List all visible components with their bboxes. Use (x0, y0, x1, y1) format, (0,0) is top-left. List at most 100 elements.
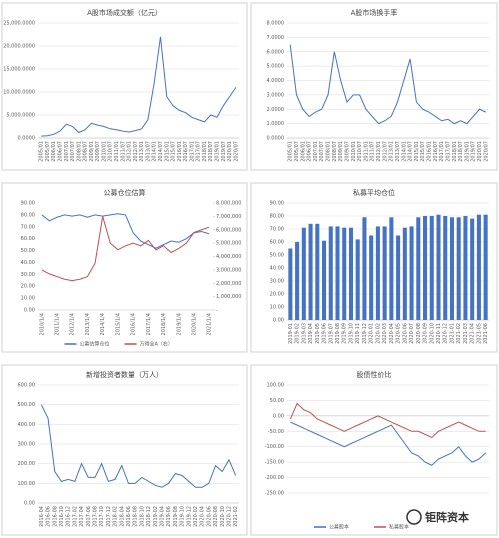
x-tick-label: 2019-11 (355, 323, 361, 344)
x-tick-label: 2008/01 (76, 141, 82, 162)
bar (362, 217, 367, 320)
x-tick-label: 2018-08 (133, 506, 139, 527)
x-tick-label: 2019-10 (180, 506, 186, 527)
y2-tick-label: 4,000,000 (216, 254, 241, 260)
x-tick-label: 2006/07 (307, 141, 313, 162)
y-tick-label: 5,000.0000 (6, 113, 35, 119)
x-tick-label: 2019-01 (288, 323, 294, 344)
bar (301, 227, 306, 320)
x-tick-label: 2018-06 (126, 506, 132, 527)
y-tick-label: 20,000.0000 (3, 44, 35, 50)
x-tick-label: 2016-08 (52, 506, 58, 527)
y-tick-label: 0.00 (273, 413, 284, 419)
x-tick-label: 2021-06 (483, 323, 489, 344)
x-tick-label: 2012/1/4 (70, 313, 76, 335)
y-tick-label: 0.0000 (267, 136, 285, 142)
chart-title: A股市场成交额（亿元） (87, 8, 162, 17)
y2-tick-label: 1,000,000 (216, 294, 241, 300)
x-tick-label: 2019-07 (328, 323, 334, 344)
x-tick-label: 2018-04 (119, 506, 125, 527)
x-tick-label: 2020-08 (416, 323, 422, 344)
y2-tick-label: 8,000,000 (216, 201, 241, 207)
y-tick-label: 500.00 (18, 402, 36, 408)
y-tick-label: 7.0000 (267, 35, 285, 41)
x-tick-label: 2012/01 (127, 141, 133, 162)
bar (328, 226, 333, 320)
y-tick-label: 0.00 (24, 501, 35, 507)
panel-border (250, 2, 498, 171)
x-tick-label: 2009/07 (344, 141, 350, 162)
x-tick-label: 2008/07 (83, 141, 89, 162)
x-tick-label: 2020-10 (220, 506, 226, 527)
x-tick-label: 2008/07 (332, 141, 338, 162)
bar (382, 226, 387, 320)
y-tick-label: 40.00 (21, 260, 35, 266)
x-tick-label: 2016/01 (177, 141, 183, 162)
chart-panel: 股债性价比 -250.00 -200.00 -150.00 -100.00 -50.00 0… (250, 364, 498, 536)
x-tick-label: 2017-12 (106, 506, 112, 527)
x-tick-label: 2012/07 (382, 141, 388, 162)
x-tick-label: 2019-12 (362, 323, 368, 344)
y-tick-label: 400.00 (18, 422, 36, 428)
x-tick-label: 2019-03 (301, 323, 307, 344)
x-tick-label: 2010/07 (108, 141, 114, 162)
y-tick-label: 30.00 (270, 279, 284, 285)
y-tick-label: 50.00 (270, 398, 284, 404)
x-tick-label: 2019-04 (159, 506, 165, 527)
x-tick-label: 2016-06 (46, 506, 52, 527)
x-tick-label: 2010/1/4 (39, 313, 45, 335)
bar (470, 218, 475, 320)
x-tick-label: 2009/01 (338, 141, 344, 162)
y-tick-label: 10.00 (21, 296, 35, 302)
x-tick-label: 2020-06 (402, 323, 408, 344)
x-tick-label: 2021/1/4 (207, 313, 213, 335)
x-tick-label: 2017-06 (86, 506, 92, 527)
x-tick-label: 2016/07 (183, 141, 189, 162)
bar (335, 226, 340, 320)
y-tick-label: -150.00 (265, 460, 284, 466)
x-tick-label: 2019-08 (173, 506, 179, 527)
bar (456, 217, 461, 320)
chart-panel: A股市场换手率 0.0000 1.0000 2.0000 3.0000 4.0000 5.0… (250, 2, 498, 171)
x-tick-label: 2019-08 (335, 323, 341, 344)
x-tick-label: 2014/07 (408, 141, 414, 162)
y-tick-label: 20.00 (21, 284, 35, 290)
watermark: 钜阵资本 (425, 510, 469, 524)
x-tick-label: 2016-10 (59, 506, 65, 527)
line-series (289, 402, 486, 439)
y-tick-label: -250.00 (265, 491, 284, 497)
y-tick-label: 25,000.0000 (3, 21, 35, 27)
x-tick-label: 2005/01 (288, 141, 294, 162)
x-tick-label: 2019-06 (166, 506, 172, 527)
y-tick-label: 300.00 (18, 442, 36, 448)
y-tick-label: 90.00 (270, 201, 284, 207)
y2-tick-label: 6,000,000 (216, 227, 241, 233)
x-tick-label: 2013/1/4 (85, 313, 91, 335)
x-tick-label: 2015/01 (164, 141, 170, 162)
y-tick-label: 70.00 (21, 224, 35, 230)
line-series (40, 404, 237, 488)
bar (449, 217, 454, 320)
bar (315, 223, 320, 320)
bar (396, 235, 401, 320)
x-tick-label: 2009/01 (89, 141, 95, 162)
y-tick-label: 5.0000 (267, 64, 285, 70)
bar (322, 240, 327, 320)
y2-tick-label: 3,000,000 (216, 267, 241, 273)
y-tick-label: 80.00 (21, 212, 35, 218)
x-tick-label: 2017/01 (189, 141, 195, 162)
bar (355, 239, 360, 320)
legend-label: 公募股本 (329, 524, 349, 531)
x-tick-label: 2019-02 (295, 323, 301, 344)
x-tick-label: 2018/01 (452, 141, 458, 162)
x-tick-label: 2015/07 (171, 141, 177, 162)
y-tick-label: 0.0000 (18, 136, 36, 142)
bar (288, 248, 293, 320)
bar (416, 217, 421, 320)
y-tick-label: 4.0000 (267, 78, 285, 84)
x-tick-label: 2019-02 (153, 506, 159, 527)
x-tick-label: 2019/01 (464, 141, 470, 162)
y-tick-label: 10.00 (270, 305, 284, 311)
x-tick-label: 2020-07 (409, 323, 415, 344)
x-tick-label: 2019-04 (308, 323, 314, 344)
